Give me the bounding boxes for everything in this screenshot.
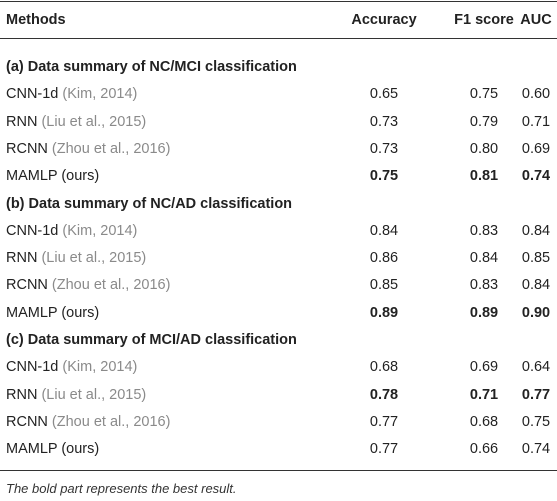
- method-name: CNN-1d: [6, 222, 59, 239]
- value-cell: 0.89: [469, 304, 499, 321]
- value-cell: 0.71: [521, 113, 551, 130]
- method-name: RCNN: [6, 413, 48, 430]
- method-cell: RCNN (Zhou et al., 2016): [6, 275, 170, 295]
- citation: (Kim, 2014): [62, 86, 138, 103]
- value-cell: 0.85: [369, 277, 399, 294]
- value-cell: 0.74: [521, 441, 551, 458]
- section-title: (c) Data summary of MCI/AD classificatio…: [6, 332, 297, 348]
- method-cell: MAMLP (ours): [6, 303, 99, 323]
- method-cell: CNN-1d (Kim, 2014): [6, 84, 137, 104]
- method-name: RNN: [6, 113, 38, 130]
- method-name: MAMLP (ours): [6, 441, 100, 458]
- citation: (Kim, 2014): [62, 222, 138, 239]
- value-cell: 0.83: [469, 277, 499, 294]
- section-title: (b) Data summary of NC/AD classification: [6, 195, 293, 212]
- column-header: F1 score: [454, 12, 514, 28]
- column-header: Accuracy: [351, 12, 417, 28]
- citation: (Liu et al., 2015): [41, 113, 147, 130]
- column-header: Methods: [6, 12, 66, 28]
- citation: (Zhou et al., 2016): [51, 277, 171, 294]
- section-title: (a) Data summary of NC/MCI classificatio…: [6, 59, 297, 75]
- top-rule: [0, 1, 557, 2]
- value-cell: 0.60: [521, 86, 551, 103]
- method-cell: RNN (Liu et al., 2015): [6, 112, 146, 132]
- value-cell: 0.68: [369, 359, 399, 376]
- value-cell: 0.75: [521, 413, 551, 430]
- value-cell: 0.65: [369, 86, 399, 103]
- citation: (Kim, 2014): [62, 359, 138, 376]
- citation: (Zhou et al., 2016): [51, 140, 171, 157]
- value-cell: 0.86: [369, 250, 399, 267]
- method-name: MAMLP (ours): [6, 304, 100, 321]
- method-name: RNN: [6, 250, 38, 267]
- value-cell: 0.90: [521, 304, 551, 321]
- value-cell: 0.84: [469, 250, 499, 267]
- value-cell: 0.84: [521, 222, 551, 239]
- value-cell: 0.74: [521, 168, 551, 185]
- method-cell: RCNN (Zhou et al., 2016): [6, 139, 170, 159]
- value-cell: 0.64: [521, 359, 551, 376]
- value-cell: 0.75: [469, 86, 499, 103]
- method-cell: CNN-1d (Kim, 2014): [6, 357, 137, 377]
- value-cell: 0.69: [469, 359, 499, 376]
- method-name: RNN: [6, 386, 38, 403]
- footnote: The bold part represents the best result…: [6, 481, 237, 496]
- value-cell: 0.80: [469, 140, 499, 157]
- value-cell: 0.73: [369, 113, 399, 130]
- header-rule: [0, 38, 557, 39]
- citation: (Liu et al., 2015): [41, 386, 147, 403]
- method-cell: RCNN (Zhou et al., 2016): [6, 412, 170, 432]
- value-cell: 0.77: [521, 386, 551, 403]
- value-cell: 0.84: [521, 277, 551, 294]
- value-cell: 0.81: [469, 168, 499, 185]
- value-cell: 0.75: [369, 168, 399, 185]
- value-cell: 0.78: [369, 386, 399, 403]
- value-cell: 0.77: [369, 413, 399, 430]
- method-name: RCNN: [6, 277, 48, 294]
- value-cell: 0.85: [521, 250, 551, 267]
- value-cell: 0.68: [469, 413, 499, 430]
- method-name: RCNN: [6, 140, 48, 157]
- value-cell: 0.71: [469, 386, 499, 403]
- method-cell: CNN-1d (Kim, 2014): [6, 221, 137, 241]
- column-header: AUC: [520, 12, 552, 28]
- value-cell: 0.73: [369, 140, 399, 157]
- method-cell: MAMLP (ours): [6, 439, 99, 459]
- method-cell: RNN (Liu et al., 2015): [6, 385, 146, 405]
- method-name: CNN-1d: [6, 86, 59, 103]
- method-cell: RNN (Liu et al., 2015): [6, 248, 146, 268]
- value-cell: 0.79: [469, 113, 499, 130]
- citation: (Zhou et al., 2016): [51, 413, 171, 430]
- method-cell: MAMLP (ours): [6, 166, 99, 186]
- value-cell: 0.83: [469, 222, 499, 239]
- value-cell: 0.77: [369, 441, 399, 458]
- method-name: MAMLP (ours): [6, 168, 100, 185]
- method-name: CNN-1d: [6, 359, 59, 376]
- value-cell: 0.89: [369, 304, 399, 321]
- value-cell: 0.84: [369, 222, 399, 239]
- value-cell: 0.69: [521, 140, 551, 157]
- value-cell: 0.66: [469, 441, 499, 458]
- bottom-rule: [0, 470, 557, 471]
- citation: (Liu et al., 2015): [41, 250, 147, 267]
